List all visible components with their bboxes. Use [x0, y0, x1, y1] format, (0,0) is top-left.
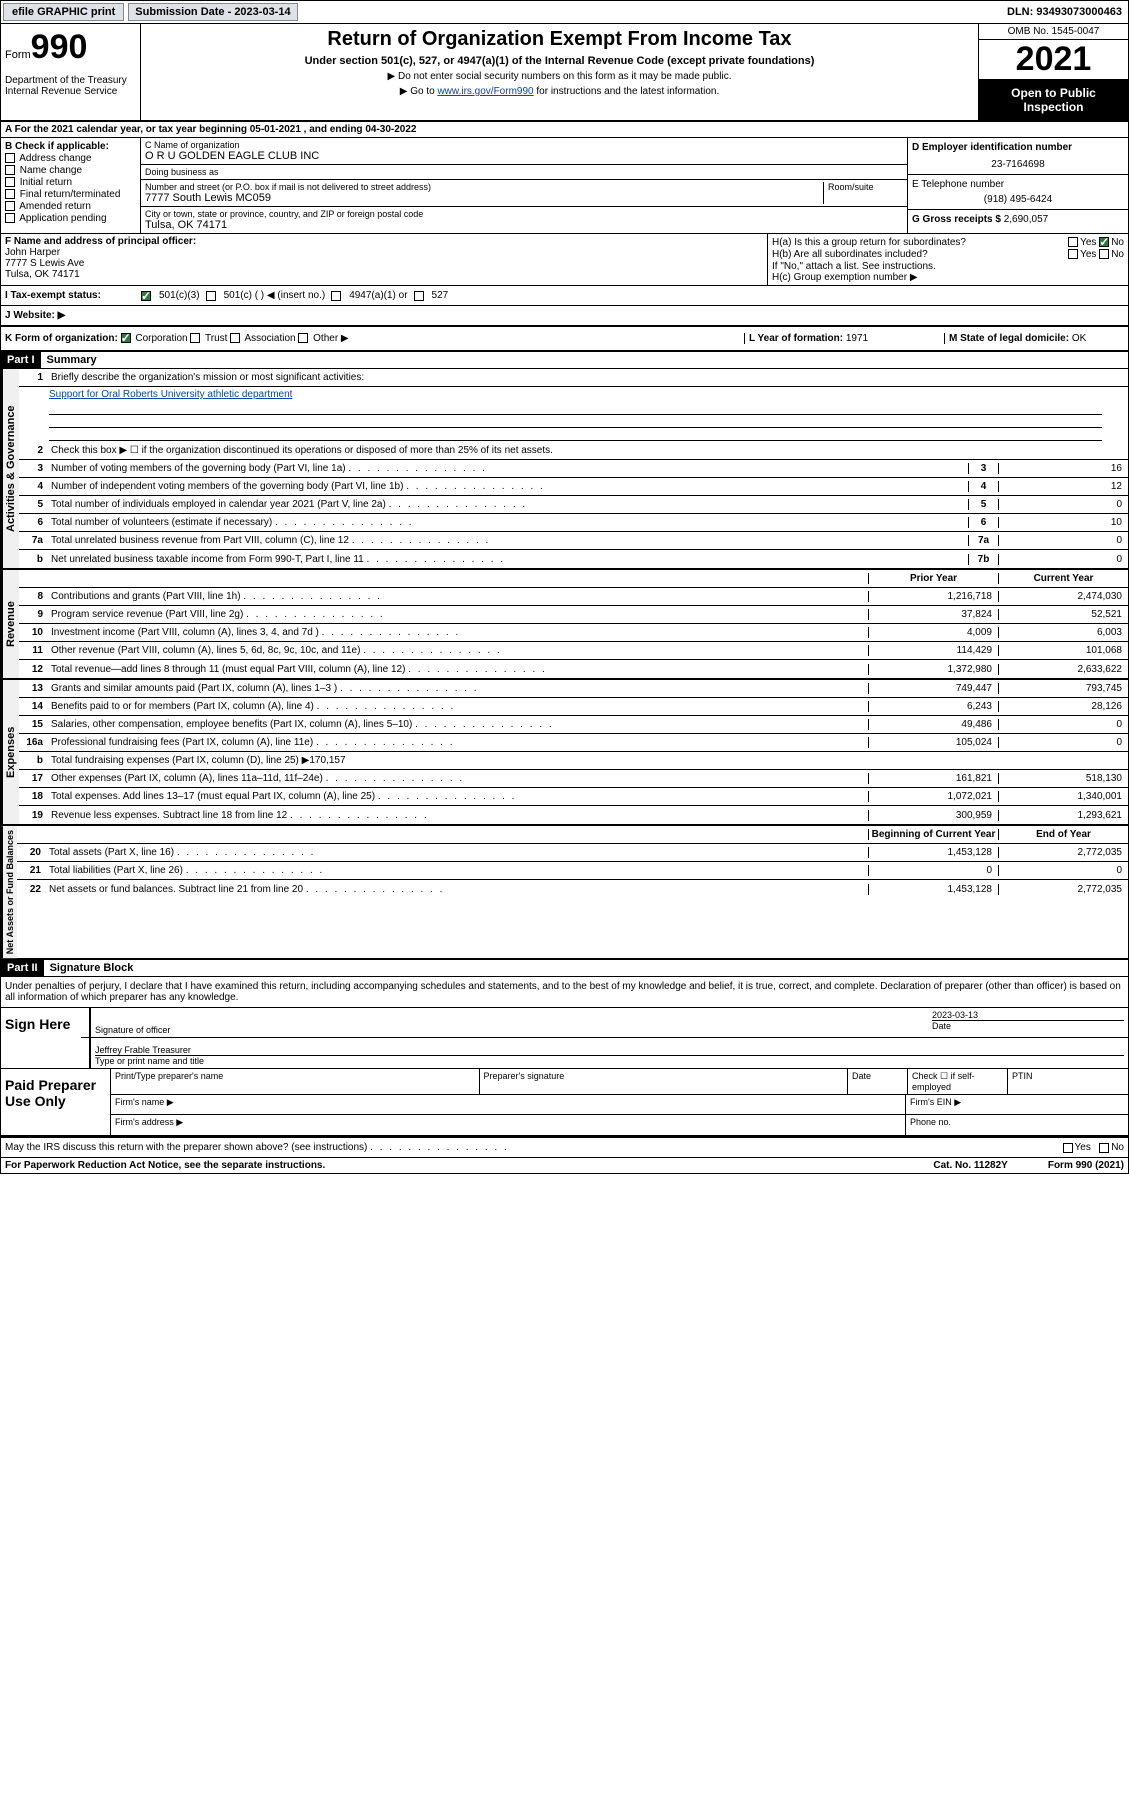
table-row: 22Net assets or fund balances. Subtract …	[17, 880, 1128, 898]
top-bar: efile GRAPHIC print Submission Date - 20…	[1, 1, 1128, 24]
check-initial-return[interactable]: Initial return	[5, 177, 136, 188]
table-row: 17Other expenses (Part IX, column (A), l…	[19, 770, 1128, 788]
table-row: 10Investment income (Part VIII, column (…	[19, 624, 1128, 642]
check-corporation[interactable]	[121, 333, 131, 343]
check-501c3[interactable]	[141, 291, 151, 301]
table-row: 9Program service revenue (Part VIII, lin…	[19, 606, 1128, 624]
year-formation: 1971	[846, 333, 868, 344]
netassets-label: Net Assets or Fund Balances	[1, 826, 17, 958]
part-1-header: Part I Summary	[1, 352, 1128, 369]
section-f: F Name and address of principal officer:…	[1, 234, 768, 285]
table-row: 20Total assets (Part X, line 16) 1,453,1…	[17, 844, 1128, 862]
check-address-change[interactable]: Address change	[5, 153, 136, 164]
table-row: 14Benefits paid to or for members (Part …	[19, 698, 1128, 716]
check-501c[interactable]	[206, 291, 216, 301]
table-row: 4Number of independent voting members of…	[19, 478, 1128, 496]
footer: For Paperwork Reduction Act Notice, see …	[1, 1157, 1128, 1173]
irs-link[interactable]: www.irs.gov/Form990	[437, 86, 533, 97]
gross-receipts: 2,690,057	[1004, 214, 1049, 225]
governance-label: Activities & Governance	[1, 369, 19, 568]
omb-number: OMB No. 1545-0047	[979, 24, 1128, 40]
table-row: 11Other revenue (Part VIII, column (A), …	[19, 642, 1128, 660]
mission-link[interactable]: Support for Oral Roberts University athl…	[49, 389, 292, 400]
section-h: H(a) Is this a group return for subordin…	[768, 234, 1128, 285]
org-name: O R U GOLDEN EAGLE CLUB INC	[145, 150, 903, 162]
telephone: (918) 495-6424	[912, 194, 1124, 205]
revenue-label: Revenue	[1, 570, 19, 678]
table-row: 3Number of voting members of the governi…	[19, 460, 1128, 478]
part-2-header: Part II Signature Block	[1, 960, 1128, 977]
check-amended[interactable]: Amended return	[5, 201, 136, 212]
dln: DLN: 93493073000463	[1007, 6, 1126, 18]
submission-date: Submission Date - 2023-03-14	[128, 3, 297, 21]
row-i-tax-exempt: I Tax-exempt status: 501(c)(3) 501(c) ( …	[1, 286, 1128, 306]
tax-year: 2021	[979, 40, 1128, 80]
table-row: bNet unrelated business taxable income f…	[19, 550, 1128, 568]
declaration: Under penalties of perjury, I declare th…	[1, 977, 1128, 1008]
check-name-change[interactable]: Name change	[5, 165, 136, 176]
table-row: 16aProfessional fundraising fees (Part I…	[19, 734, 1128, 752]
row-j-website: J Website: ▶	[1, 306, 1128, 327]
table-row: 5Total number of individuals employed in…	[19, 496, 1128, 514]
form-note-1: ▶ Do not enter social security numbers o…	[145, 71, 974, 82]
paid-preparer-label: Paid Preparer Use Only	[1, 1069, 111, 1135]
city-state-zip: Tulsa, OK 74171	[145, 219, 903, 231]
table-row: 12Total revenue—add lines 8 through 11 (…	[19, 660, 1128, 678]
table-row: 18Total expenses. Add lines 13–17 (must …	[19, 788, 1128, 806]
check-trust[interactable]	[190, 333, 200, 343]
table-row: bTotal fundraising expenses (Part IX, co…	[19, 752, 1128, 770]
form-title: Return of Organization Exempt From Incom…	[145, 28, 974, 51]
officer-name: Jeffrey Frable Treasurer	[95, 1045, 1124, 1055]
efile-print-button[interactable]: efile GRAPHIC print	[3, 3, 124, 21]
form-header: Form990 Department of the Treasury Inter…	[1, 24, 1128, 122]
table-row: 13Grants and similar amounts paid (Part …	[19, 680, 1128, 698]
state-domicile: OK	[1072, 333, 1086, 344]
form-number: Form990	[5, 28, 136, 67]
check-527[interactable]	[414, 291, 424, 301]
row-k: K Form of organization: Corporation Trus…	[1, 327, 1128, 352]
check-application-pending[interactable]: Application pending	[5, 213, 136, 224]
table-row: 7aTotal unrelated business revenue from …	[19, 532, 1128, 550]
table-row: 6Total number of volunteers (estimate if…	[19, 514, 1128, 532]
table-row: 8Contributions and grants (Part VIII, li…	[19, 588, 1128, 606]
footer-discuss: May the IRS discuss this return with the…	[1, 1137, 1128, 1157]
check-other[interactable]	[298, 333, 308, 343]
ein: 23-7164698	[912, 159, 1124, 170]
department: Department of the Treasury Internal Reve…	[5, 75, 136, 97]
signature-date: 2023-03-13	[932, 1010, 1124, 1020]
form-subtitle: Under section 501(c), 527, or 4947(a)(1)…	[145, 55, 974, 67]
open-to-public: Open to Public Inspection	[979, 80, 1128, 120]
check-association[interactable]	[230, 333, 240, 343]
form-note-2: ▶ Go to www.irs.gov/Form990 for instruct…	[145, 86, 974, 97]
principal-officer-name: John Harper	[5, 247, 60, 258]
table-row: 19Revenue less expenses. Subtract line 1…	[19, 806, 1128, 824]
expenses-label: Expenses	[1, 680, 19, 824]
table-row: 15Salaries, other compensation, employee…	[19, 716, 1128, 734]
row-a-tax-year: A For the 2021 calendar year, or tax yea…	[1, 122, 1128, 138]
section-b: B Check if applicable: Address change Na…	[1, 138, 141, 233]
table-row: 21Total liabilities (Part X, line 26) 00	[17, 862, 1128, 880]
section-d: D Employer identification number 23-7164…	[908, 138, 1128, 233]
street-address: 7777 South Lewis MC059	[145, 192, 823, 204]
check-final-return[interactable]: Final return/terminated	[5, 189, 136, 200]
check-4947[interactable]	[331, 291, 341, 301]
sign-here-label: Sign Here	[1, 1008, 81, 1068]
section-c: C Name of organization O R U GOLDEN EAGL…	[141, 138, 908, 233]
